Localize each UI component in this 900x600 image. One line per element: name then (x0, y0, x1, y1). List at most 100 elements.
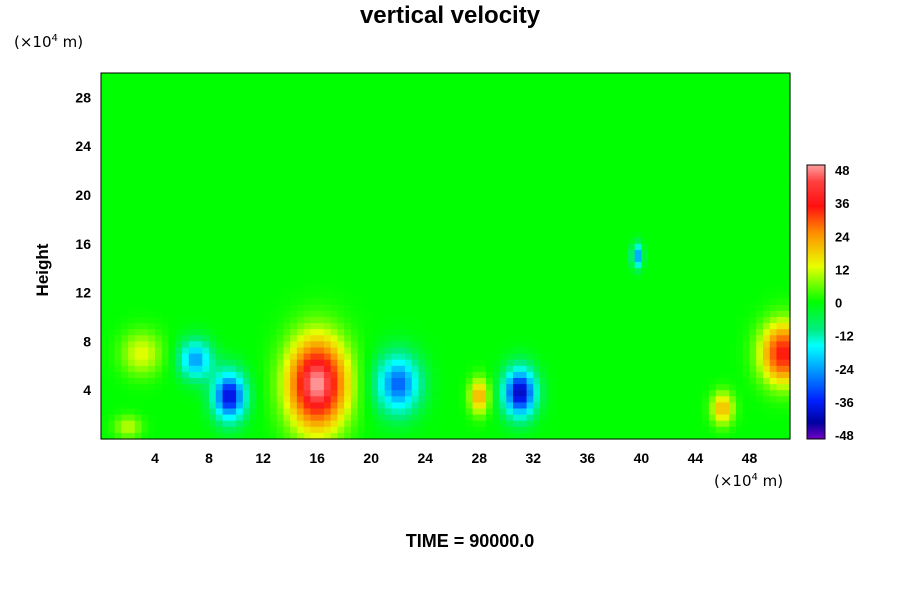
heatmap-cell (296, 304, 305, 312)
heatmap-cell (560, 231, 568, 239)
heatmap-cell (121, 298, 129, 306)
heatmap-cell (161, 79, 170, 86)
heatmap-cell (188, 231, 197, 239)
heatmap-cell (472, 256, 480, 263)
heatmap-cell (310, 134, 318, 141)
heatmap-cell (134, 420, 143, 428)
heatmap-cell (107, 231, 116, 239)
heatmap-cell (371, 396, 379, 403)
heatmap-cell (263, 103, 271, 111)
heatmap-cell (465, 164, 474, 172)
heatmap-cell (621, 188, 629, 196)
heatmap-cell (195, 256, 203, 263)
heatmap-cell (276, 280, 284, 288)
heatmap-cell (283, 121, 291, 129)
heatmap-cell (472, 219, 480, 227)
heatmap-cell (384, 85, 393, 92)
heatmap-cell (215, 402, 224, 410)
heatmap-cell (141, 329, 149, 336)
heatmap-cell (627, 420, 636, 428)
heatmap-cell (182, 384, 190, 391)
heatmap-cell (371, 97, 379, 105)
heatmap-cell (330, 274, 339, 281)
heatmap-cell (479, 85, 487, 92)
heatmap-cell (202, 152, 210, 159)
heatmap-cell (391, 274, 399, 281)
heatmap-cell (202, 249, 210, 257)
heatmap-cell (587, 109, 595, 117)
heatmap-cell (229, 109, 237, 117)
heatmap-cell (546, 353, 555, 361)
heatmap-cell (391, 359, 399, 367)
heatmap-cell (310, 170, 318, 178)
heatmap-cell (654, 286, 663, 294)
heatmap-cell (377, 121, 386, 129)
heatmap-cell (425, 256, 433, 263)
heatmap-cell (594, 79, 602, 86)
heatmap-cell (229, 280, 237, 288)
heatmap-cell (357, 152, 366, 159)
heatmap-cell (344, 140, 352, 147)
heatmap-cell (161, 109, 170, 117)
heatmap-cell (580, 408, 588, 416)
heatmap-cell (141, 134, 149, 141)
heatmap-cell (296, 432, 305, 440)
heatmap-cell (195, 335, 203, 342)
heatmap-cell (452, 213, 460, 220)
heatmap-cell (627, 201, 636, 208)
heatmap-cell (357, 323, 366, 330)
heatmap-cell (215, 268, 224, 275)
heatmap-cell (546, 371, 555, 379)
heatmap-cell (465, 231, 474, 239)
heatmap-cell (101, 323, 109, 330)
heatmap-cell (654, 164, 663, 172)
heatmap-cell (107, 97, 116, 105)
heatmap-cell (540, 249, 548, 257)
heatmap-cell (506, 420, 514, 428)
heatmap-cell (330, 396, 339, 403)
heatmap-cell (296, 140, 305, 147)
heatmap-cell (648, 329, 656, 336)
heatmap-cell (182, 396, 190, 403)
heatmap-cell (411, 323, 420, 330)
heatmap-cell (269, 292, 278, 300)
heatmap-cell (236, 329, 244, 336)
heatmap-cell (492, 292, 501, 300)
heatmap-cell (560, 219, 568, 227)
heatmap-cell (236, 134, 244, 141)
heatmap-cell (357, 249, 366, 257)
heatmap-cell (614, 420, 622, 428)
heatmap-cell (418, 365, 426, 373)
heatmap-cell (580, 109, 588, 117)
heatmap-cell (546, 225, 555, 233)
heatmap-cell (371, 390, 379, 397)
heatmap-cell (283, 432, 291, 440)
heatmap-cell (472, 249, 480, 257)
heatmap-cell (168, 280, 176, 288)
heatmap-cell (607, 347, 615, 355)
heatmap-cell (506, 335, 514, 342)
heatmap-cell (337, 170, 345, 178)
heatmap-cell (486, 262, 494, 269)
heatmap-cell (175, 225, 183, 233)
heatmap-cell (654, 310, 663, 318)
heatmap-cell (303, 231, 311, 239)
heatmap-cell (425, 219, 433, 227)
heatmap-cell (263, 146, 271, 153)
heatmap-cell (209, 146, 217, 153)
heatmap-cell (215, 256, 224, 263)
heatmap-cell (587, 225, 595, 233)
heatmap-cell (411, 359, 420, 367)
heatmap-cell (614, 292, 622, 300)
heatmap-cell (594, 292, 602, 300)
heatmap-cell (222, 256, 230, 263)
heatmap-cell (188, 341, 197, 349)
heatmap-cell (269, 353, 278, 361)
heatmap-cell (648, 304, 656, 312)
heatmap-cell (296, 73, 305, 80)
heatmap-cell (148, 353, 156, 361)
heatmap-cell (499, 359, 507, 367)
heatmap-cell (452, 426, 460, 434)
heatmap-cell (310, 201, 318, 208)
heatmap-cell (465, 176, 474, 184)
